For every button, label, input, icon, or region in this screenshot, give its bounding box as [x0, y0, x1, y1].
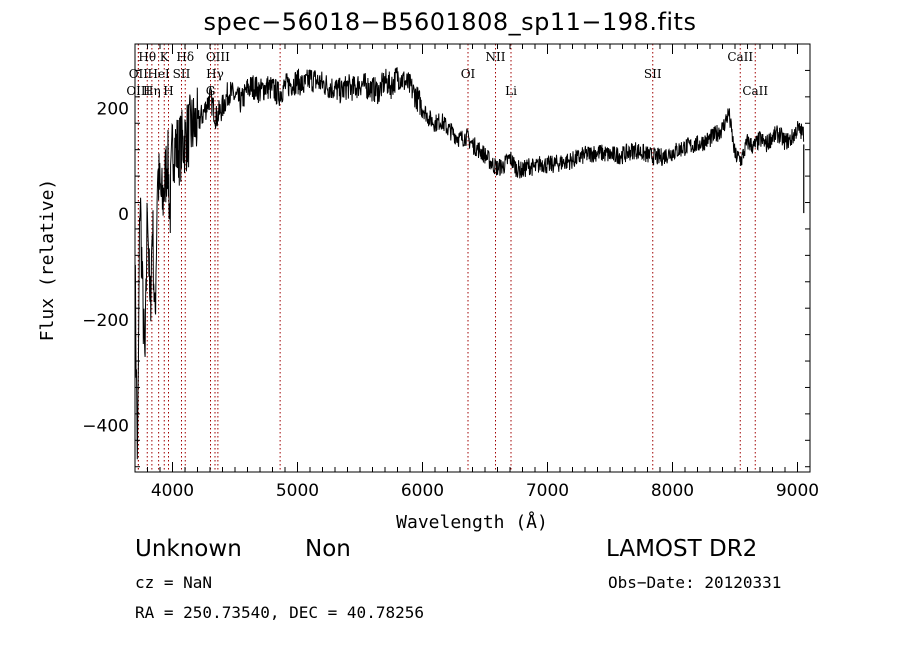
x-tick-label: 9000 [776, 481, 819, 501]
y-axis-label: Flux (relative) [37, 179, 58, 342]
spectrum-line [134, 67, 805, 460]
spectral-line-label-3: HeI [147, 67, 170, 81]
spectral-line-label-5: Hη [143, 84, 161, 98]
survey-name: LAMOST DR2 [606, 536, 758, 562]
object-class: Unknown [135, 536, 242, 562]
spectral-line-label-6: H [163, 84, 173, 98]
object-subclass: Non [305, 536, 351, 562]
spectral-line-label-2: OIII [126, 84, 150, 98]
spectral-line-label-16: SII [644, 67, 662, 81]
x-tick-label: 8000 [651, 481, 694, 501]
spectral-line-label-14: NII [486, 50, 506, 64]
chart-title: spec−56018−B5601808_sp11−198.fits [203, 8, 697, 36]
x-tick-label: 7000 [526, 481, 569, 501]
x-tick-label: 5000 [276, 481, 319, 501]
y-tick-label: 200 [97, 99, 129, 119]
spectral-line-label-0: Hθ [138, 50, 156, 64]
coordinates-text: RA = 250.73540, DEC = 40.78256 [135, 603, 424, 622]
redshift-text: cz = NaN [135, 573, 213, 592]
spectral-line-label-4: K [160, 50, 170, 64]
observation-date: Obs−Date: 20120331 [608, 573, 782, 592]
spectral-line-label-13: OI [461, 67, 476, 81]
spectral-line-markers [137, 44, 756, 472]
x-tick-label: 4000 [151, 481, 194, 501]
spectral-line-label-11: G [206, 84, 216, 98]
y-tick-label: 0 [118, 205, 129, 225]
spectral-line-label-8: Hδ [176, 50, 194, 64]
y-tick-label: −200 [82, 311, 129, 331]
spectral-line-label-15: Li [505, 84, 517, 98]
spectral-line-label-17: CaII [727, 50, 753, 64]
axes: 4000 5000 6000 7000 8000 9000 −400 −200 0 200 [82, 43, 819, 501]
x-axis-label: Wavelength (Å) [396, 511, 548, 533]
spectrum-series [134, 67, 805, 460]
plot-frame [134, 43, 811, 473]
spectral-line-label-9: OIII [206, 50, 230, 64]
x-tick-label: 6000 [401, 481, 444, 501]
spectral-line-label-1: OII [129, 67, 149, 81]
spectral-line-label-18: CaII [742, 84, 768, 98]
spectral-line-label-7: SII [173, 67, 191, 81]
spectral-line-label-10: Hγ [206, 67, 224, 81]
y-tick-label: −400 [82, 416, 129, 436]
